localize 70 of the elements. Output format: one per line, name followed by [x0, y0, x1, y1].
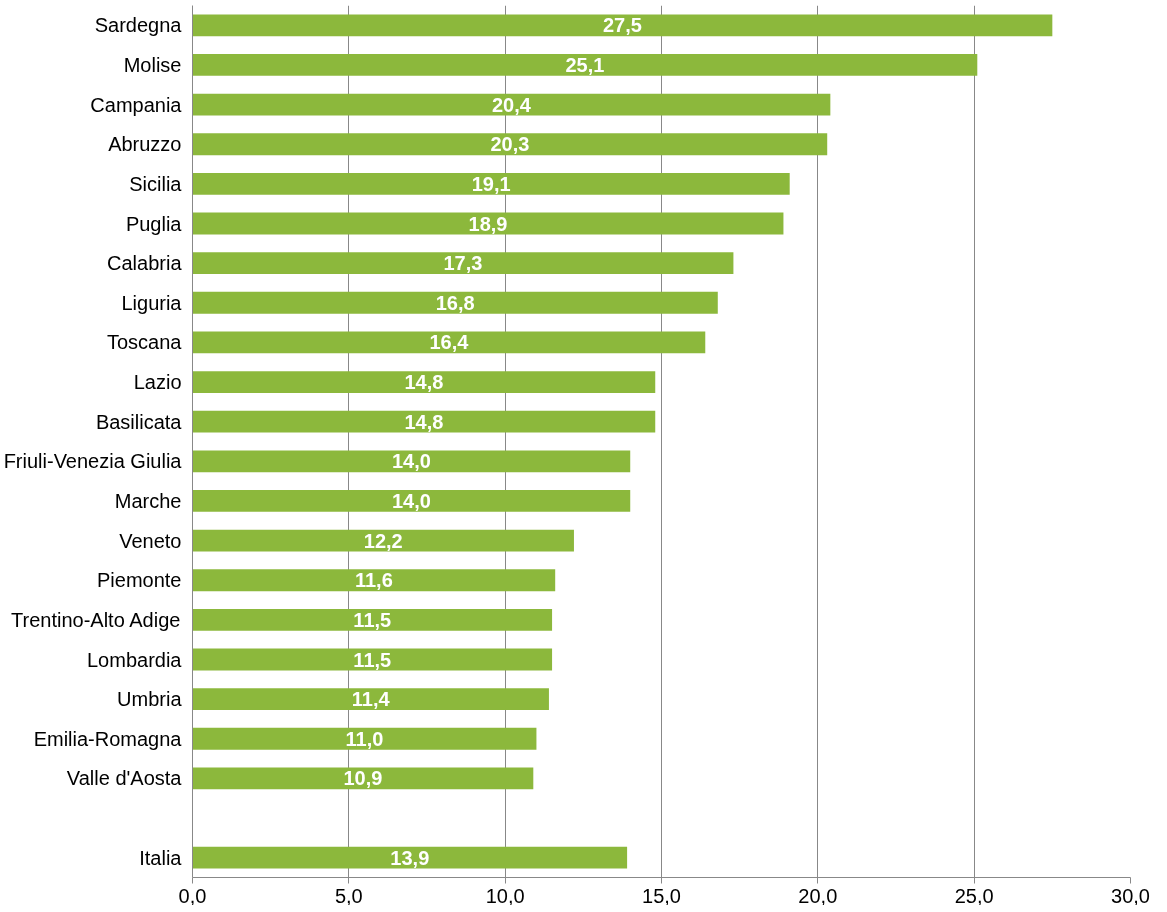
- y-tick-label: Calabria: [107, 252, 183, 275]
- data-label: 20,3: [490, 133, 530, 156]
- bar: [192, 93, 831, 116]
- y-tick-label: Basilicata: [95, 410, 183, 433]
- bar: [192, 291, 718, 314]
- x-tick-label: 0,0: [178, 884, 207, 907]
- data-label: 11,5: [353, 648, 392, 671]
- y-tick-label: Italia: [139, 846, 183, 869]
- data-label: 10,9: [343, 767, 383, 790]
- bar: [192, 648, 553, 671]
- bar: [192, 371, 656, 393]
- y-tick-label: Trentino-Alto Adige: [11, 608, 181, 631]
- y-tick-label: Umbria: [117, 688, 183, 711]
- data-label: 19,1: [471, 172, 511, 195]
- y-tick-label: Lombardia: [87, 648, 183, 671]
- data-label: 17,3: [443, 252, 483, 275]
- y-tick-label: Emilia-Romagna: [33, 727, 183, 750]
- data-label: 27,5: [602, 14, 642, 37]
- bar: [192, 450, 631, 473]
- y-tick-label: Lazio: [133, 371, 182, 394]
- bar: [192, 172, 790, 195]
- bar: [192, 212, 784, 235]
- bar: [192, 410, 656, 433]
- y-tick-label: Campania: [90, 93, 183, 116]
- bar: [192, 54, 978, 76]
- bar: [192, 688, 549, 711]
- bar: [192, 846, 628, 869]
- bar: [192, 569, 556, 592]
- y-tick-label: Friuli-Venezia Giulia: [3, 450, 183, 473]
- data-label: 18,9: [468, 212, 508, 235]
- x-tick-label: 5,0: [334, 884, 363, 907]
- y-tick-label: Liguria: [121, 291, 183, 314]
- bar: [192, 331, 706, 354]
- bar: [192, 14, 1053, 37]
- data-label: 14,0: [391, 489, 431, 512]
- data-label: 11,0: [345, 727, 384, 750]
- data-label: 13,9: [390, 846, 430, 869]
- bar: [192, 529, 574, 552]
- x-tick-label: 30,0: [1111, 884, 1150, 907]
- x-tick-label: 15,0: [642, 884, 681, 907]
- data-label: 14,8: [404, 371, 444, 394]
- data-label: 25,1: [565, 53, 605, 76]
- data-label: 11,5: [353, 608, 392, 631]
- y-tick-label: Piemonte: [97, 569, 182, 592]
- x-tick-label: 20,0: [798, 884, 838, 907]
- y-tick-label: Marche: [114, 489, 182, 512]
- data-label: 12,2: [363, 529, 403, 552]
- bar: [192, 490, 631, 512]
- x-tick-label: 25,0: [954, 884, 994, 907]
- y-tick-label: Abruzzo: [108, 133, 182, 156]
- bar: [192, 608, 553, 631]
- y-tick-label: Toscana: [107, 331, 183, 354]
- bar: [192, 767, 534, 790]
- y-tick-label: Sardegna: [94, 14, 183, 37]
- y-tick-label: Puglia: [125, 212, 183, 235]
- data-label: 16,4: [429, 331, 470, 354]
- bar: [192, 133, 828, 156]
- data-label: 14,8: [404, 410, 444, 433]
- y-tick-label: Veneto: [119, 529, 182, 552]
- data-label: 14,0: [391, 450, 431, 473]
- y-tick-label: Valle d'Aosta: [66, 767, 183, 790]
- data-label: 11,6: [354, 569, 393, 592]
- data-label: 16,8: [435, 291, 475, 314]
- bar: [192, 727, 537, 750]
- data-label: 11,4: [351, 688, 391, 711]
- bar: [192, 252, 734, 275]
- data-label: 20,4: [491, 93, 532, 116]
- x-tick-label: 10,0: [485, 884, 525, 907]
- y-tick-label: Molise: [123, 53, 182, 76]
- y-tick-label: Sicilia: [129, 172, 183, 195]
